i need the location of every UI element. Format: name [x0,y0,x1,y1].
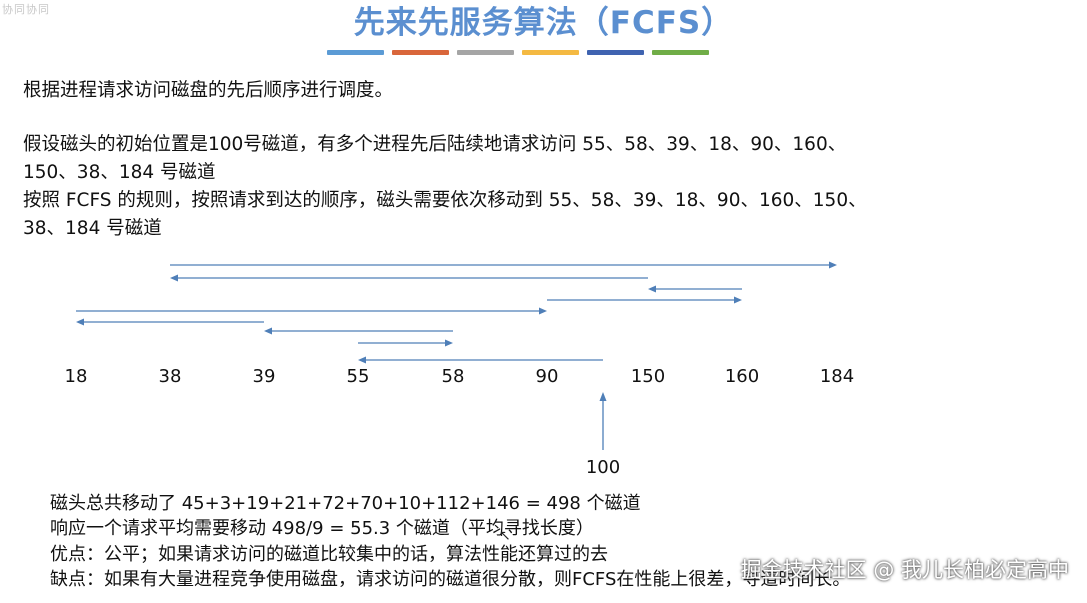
assumption-text-line1: 假设磁头的初始位置是100号磁道，有多个进程先后陆续地请求访问 55、58、39… [23,134,847,155]
seek-arrow [648,285,742,293]
start-position-label: 100 [585,457,621,478]
title-color-bars [327,50,709,55]
track-label: 150 [630,366,666,387]
color-bar [327,50,384,55]
page-title: 先来先服务算法（FCFS） [353,5,734,41]
color-bar [457,50,514,55]
assumption-text-line2: 150、38、184 号磁道 [23,162,216,183]
track-label: 160 [724,366,760,387]
rule-text-line1: 按照 FCFS 的规则，按照请求到达的顺序，磁头需要依次移动到 55、58、39… [23,190,867,211]
color-bar [652,50,709,55]
total-movement-text: 磁头总共移动了 45+3+19+21+72+70+10+112+146 = 49… [50,493,641,514]
seek-arrow [358,339,453,347]
seek-arrow [170,261,837,269]
color-bar [392,50,449,55]
watermark: 掘金技术社区 @ 我儿长柏必定高中 [740,558,1069,582]
start-position-arrow [599,392,607,450]
seek-arrow [76,307,547,315]
seek-arrow [547,296,742,304]
seek-arrow [170,274,648,282]
color-bar [522,50,579,55]
track-label: 55 [346,366,370,387]
logo: 协同协同 [2,3,50,16]
seek-arrow [358,356,603,364]
rule-text-line2: 38、184 号磁道 [23,218,162,239]
track-label: 184 [819,366,855,387]
track-label: 58 [441,366,465,387]
seek-arrow [76,318,264,326]
track-label: 38 [158,366,182,387]
advantages-text: 优点：公平；如果请求访问的磁道比较集中的话，算法性能还算过的去 [50,544,608,565]
track-label: 90 [535,366,559,387]
track-label: 39 [252,366,276,387]
seek-arrow [264,327,453,335]
average-seek-text: 响应一个请求平均需要移动 498/9 = 55.3 个磁道（平均寻找长度） [50,518,594,539]
intro-text: 根据进程请求访问磁盘的先后顺序进行调度。 [23,80,394,101]
track-label: 18 [64,366,88,387]
color-bar [587,50,644,55]
disadvantages-text: 缺点：如果有大量进程竞争使用磁盘，请求访问的磁道很分散，则FCFS在性能上很差，… [50,569,851,590]
mouse-cursor-icon: ↖ [499,528,511,544]
